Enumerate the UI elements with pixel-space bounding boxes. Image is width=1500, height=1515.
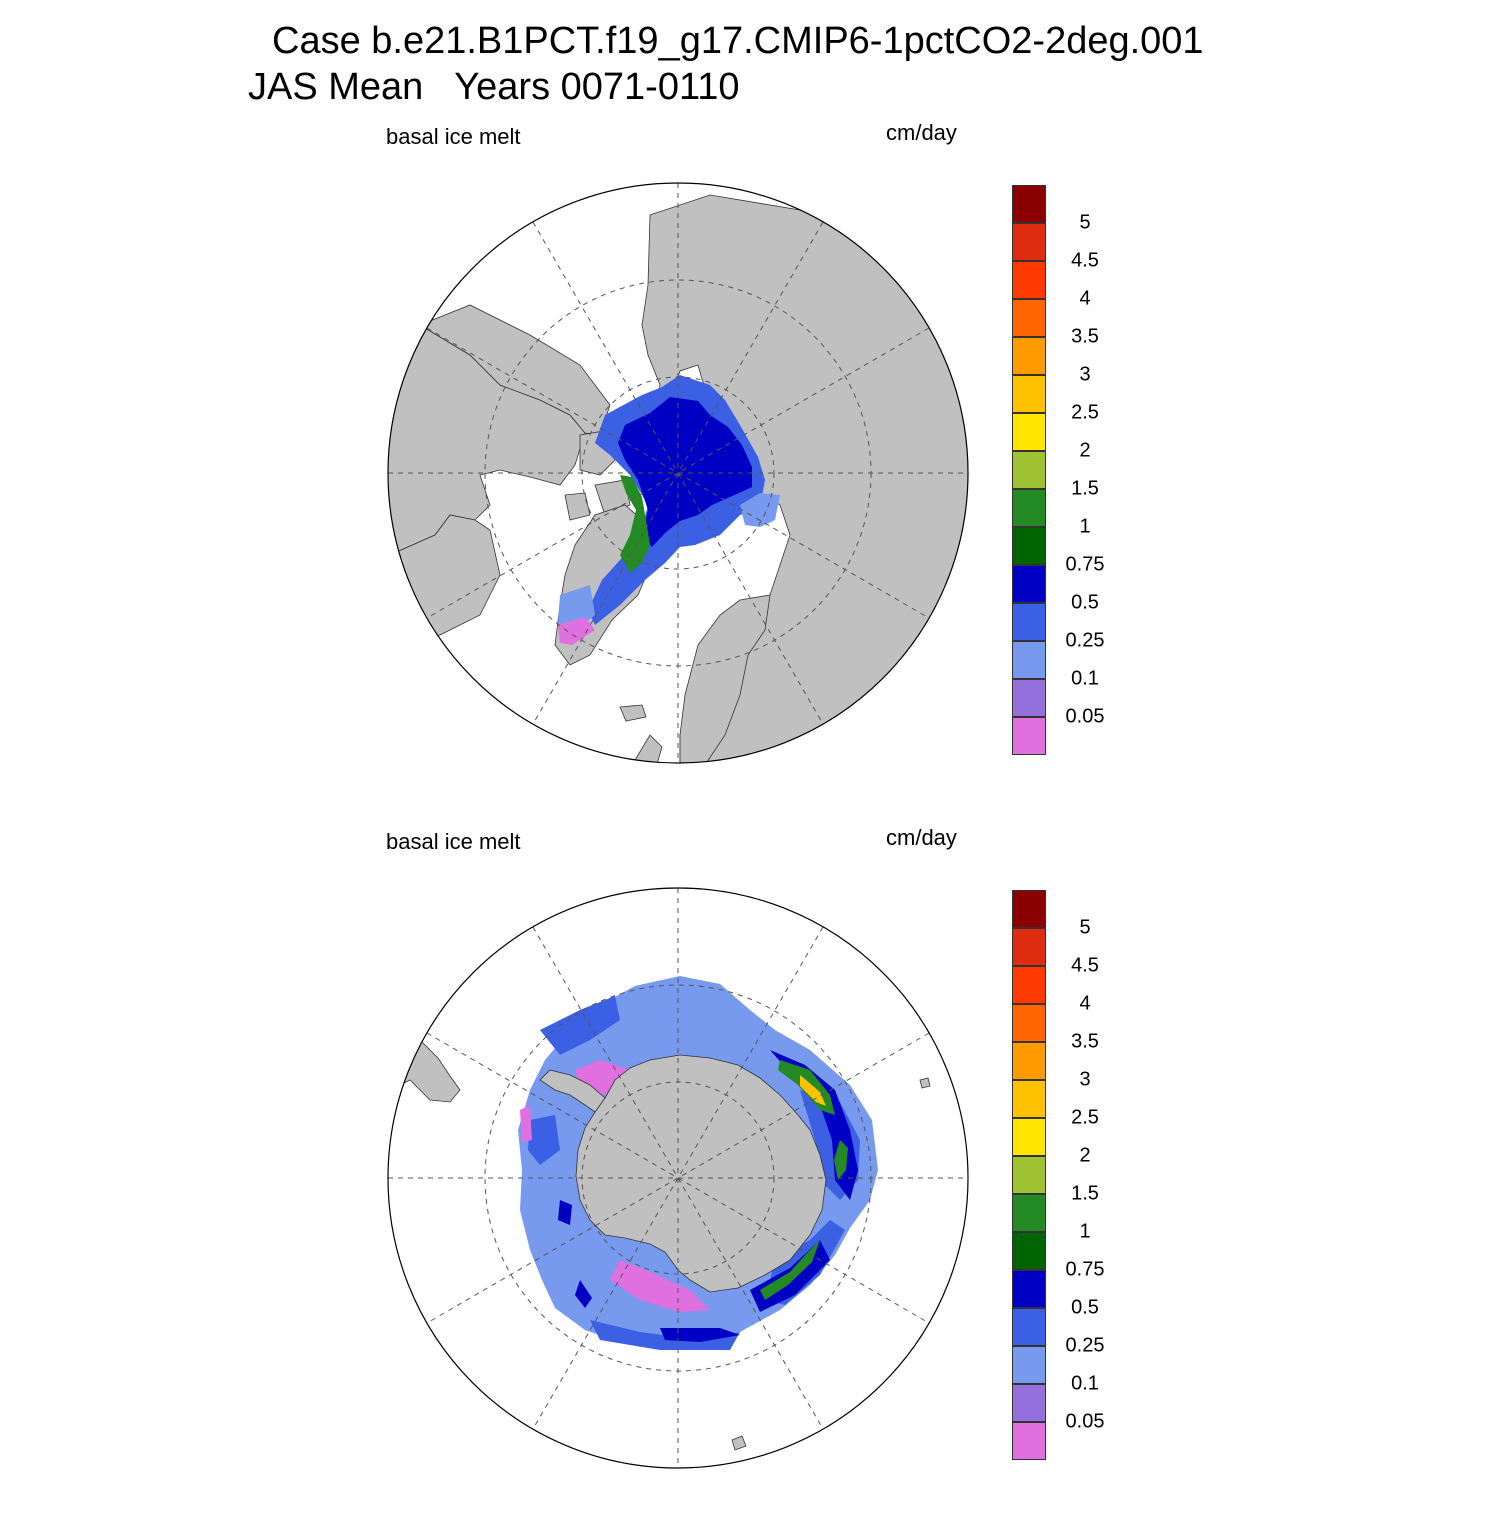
colorbar-tick-label: 0.75 bbox=[1065, 1258, 1105, 1281]
colorbar-bin bbox=[1012, 451, 1046, 489]
colorbar-tick-label: 1 bbox=[1079, 1220, 1091, 1243]
colorbar-bin bbox=[1012, 679, 1046, 717]
colorbar-tick-label: 1.5 bbox=[1071, 1182, 1099, 1205]
colorbar-bin bbox=[1012, 1308, 1046, 1346]
figure-title-line1: Case b.e21.B1PCT.f19_g17.CMIP6-1pctCO2-2… bbox=[272, 20, 1204, 62]
colorbar-tick-label: 0.1 bbox=[1071, 1372, 1099, 1395]
figure-title-line2: JAS Mean Years 0071-0110 bbox=[248, 66, 740, 108]
colorbar-arctic: 5 4.5 4 3.5 3 2.5 2 1.5 1 0.75 0.5 0.25 … bbox=[1010, 185, 1130, 760]
colorbar-tick-label: 5 bbox=[1079, 916, 1091, 939]
colorbar-bin bbox=[1012, 489, 1046, 527]
colorbar-antarctic: 5 4.5 4 3.5 3 2.5 2 1.5 1 0.75 0.5 0.25 … bbox=[1010, 890, 1130, 1465]
colorbar-bin bbox=[1012, 717, 1046, 755]
units-label: cm/day bbox=[886, 825, 957, 850]
land-antarctica bbox=[575, 1054, 827, 1293]
colorbar-bin bbox=[1012, 527, 1046, 565]
colorbar-tick-label: 3 bbox=[1079, 363, 1091, 386]
colorbar-bin bbox=[1012, 1118, 1046, 1156]
variable-label: basal ice melt bbox=[386, 829, 521, 854]
colorbar-tick-label: 4 bbox=[1079, 287, 1091, 310]
map-graticule bbox=[388, 183, 968, 763]
colorbar-tick-label: 0.75 bbox=[1065, 553, 1105, 576]
colorbar-tick-label: 5 bbox=[1079, 211, 1091, 234]
colorbar-bin bbox=[1012, 1384, 1046, 1422]
colorbar-tick-label: 4.5 bbox=[1071, 249, 1099, 272]
land-scandinavia bbox=[679, 594, 771, 763]
arctic-polar-map bbox=[387, 182, 969, 764]
colorbar-tick-label: 1.5 bbox=[1071, 477, 1099, 500]
colorbar-tick-label: 0.5 bbox=[1071, 1296, 1099, 1319]
melt-0.05-region bbox=[558, 617, 595, 645]
colorbar-bin bbox=[1012, 299, 1046, 337]
map-graticule bbox=[388, 888, 968, 1468]
land-antarctic-peninsula bbox=[539, 1069, 606, 1113]
colorbar-tick-label: 3.5 bbox=[1071, 325, 1099, 348]
colorbar-bin bbox=[1012, 1194, 1046, 1232]
land-iceland bbox=[619, 704, 647, 722]
colorbar-bin bbox=[1012, 1422, 1046, 1460]
colorbar-bin bbox=[1012, 928, 1046, 966]
colorbar-tick-label: 0.05 bbox=[1065, 705, 1105, 728]
colorbar-bin bbox=[1012, 185, 1046, 223]
colorbar-tick-label: 2.5 bbox=[1071, 401, 1099, 424]
colorbar-bin bbox=[1012, 1004, 1046, 1042]
melt-2-bands bbox=[800, 1075, 826, 1106]
variable-label: basal ice melt bbox=[386, 124, 521, 149]
colorbar-tick-label: 2 bbox=[1079, 439, 1091, 462]
antarctic-polar-map bbox=[387, 887, 969, 1469]
colorbar-bin bbox=[1012, 1042, 1046, 1080]
colorbar-bin bbox=[1012, 1346, 1046, 1384]
colorbar-tick-label: 1 bbox=[1079, 515, 1091, 538]
colorbar-tick-label: 0.05 bbox=[1065, 1410, 1105, 1433]
colorbar-bin bbox=[1012, 641, 1046, 679]
colorbar-tick-label: 4 bbox=[1079, 992, 1091, 1015]
colorbar-bin bbox=[1012, 603, 1046, 641]
colorbar-tick-label: 3 bbox=[1079, 1068, 1091, 1091]
colorbar-tick-label: 0.25 bbox=[1065, 1334, 1105, 1357]
antarctic-panel: basal ice melt cm/day bbox=[0, 815, 1500, 1515]
colorbar-bin bbox=[1012, 1080, 1046, 1118]
melt-0.75-region bbox=[620, 475, 650, 573]
melt-0.5-region bbox=[618, 397, 752, 547]
colorbar-bin bbox=[1012, 890, 1046, 928]
colorbar-bin bbox=[1012, 375, 1046, 413]
units-label: cm/day bbox=[886, 120, 957, 145]
colorbar-bin bbox=[1012, 223, 1046, 261]
arctic-panel: basal ice melt cm/day bbox=[0, 110, 1500, 810]
colorbar-bin bbox=[1012, 565, 1046, 603]
colorbar-bin bbox=[1012, 966, 1046, 1004]
colorbar-tick-label: 0.25 bbox=[1065, 629, 1105, 652]
colorbar-tick-label: 3.5 bbox=[1071, 1030, 1099, 1053]
colorbar-bin bbox=[1012, 261, 1046, 299]
colorbar-tick-label: 2 bbox=[1079, 1144, 1091, 1167]
colorbar-tick-label: 0.1 bbox=[1071, 667, 1099, 690]
colorbar-tick-label: 4.5 bbox=[1071, 954, 1099, 977]
colorbar-bin bbox=[1012, 413, 1046, 451]
colorbar-tick-label: 0.5 bbox=[1071, 591, 1099, 614]
colorbar-bin bbox=[1012, 1156, 1046, 1194]
colorbar-bin bbox=[1012, 1232, 1046, 1270]
land-islands bbox=[731, 1077, 931, 1451]
colorbar-tick-label: 2.5 bbox=[1071, 1106, 1099, 1129]
colorbar-bin bbox=[1012, 1270, 1046, 1308]
colorbar-bin bbox=[1012, 337, 1046, 375]
